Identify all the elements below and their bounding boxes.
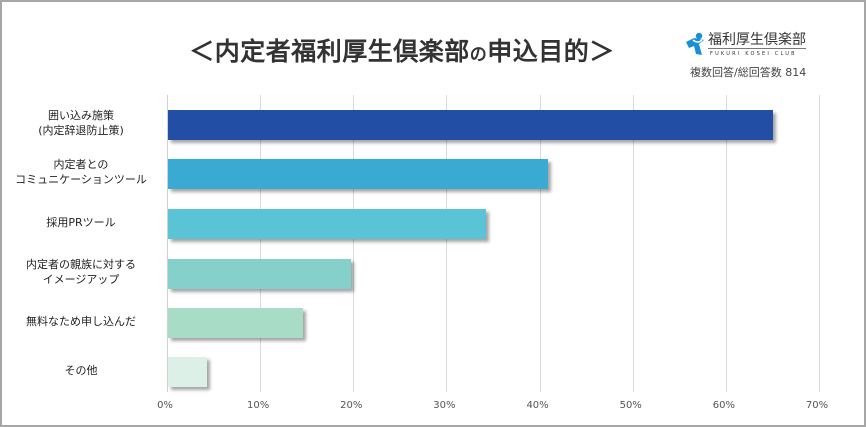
- bar: [168, 209, 486, 239]
- x-tick-label: 70%: [805, 400, 829, 411]
- category-label: 内定者の親族に対する イメージアップ: [26, 258, 136, 286]
- gridline: [539, 95, 541, 392]
- gridline: [632, 95, 634, 392]
- bar: [168, 110, 774, 140]
- y-axis-line: [167, 95, 168, 392]
- gridline: [725, 95, 727, 392]
- x-tick-label: 20%: [340, 400, 363, 411]
- title-open-bracket: ＜: [189, 37, 215, 66]
- category-label: 囲い込み施策 (内定辞退防止策): [38, 109, 124, 137]
- logo-subtitle: FUKURI KOSEI CLUB: [710, 51, 797, 57]
- x-tick-label: 10%: [247, 400, 270, 411]
- bar: [168, 159, 549, 189]
- x-tick-label: 0%: [157, 400, 173, 411]
- bar: [168, 357, 208, 387]
- brand-logo: 福利厚生倶楽部 FUKURI KOSEI CLUB: [682, 30, 822, 60]
- gridline: [353, 95, 355, 392]
- person-icon: [686, 32, 704, 55]
- category-label: 採用PRツール: [46, 215, 116, 229]
- gridline: [819, 95, 820, 392]
- title-particle: の: [469, 45, 488, 65]
- category-label: 無料なため申し込んだ: [26, 314, 136, 328]
- x-tick-label: 30%: [433, 400, 456, 411]
- bar: [168, 308, 304, 338]
- x-tick-label: 40%: [526, 400, 549, 411]
- category-label: 内定者との コミュニケーションツール: [15, 158, 147, 186]
- title-close-bracket: ＞: [589, 37, 615, 66]
- gridline: [260, 95, 262, 392]
- x-tick-label: 60%: [712, 400, 735, 411]
- response-count: 複数回答/総回答数 814: [690, 66, 807, 79]
- plot-area: [167, 95, 820, 392]
- x-tick-label: 50%: [619, 400, 642, 411]
- title-rest: 申込目的: [487, 37, 590, 66]
- bar: [168, 259, 351, 289]
- category-label: その他: [64, 363, 98, 377]
- logo-name: 福利厚生倶楽部: [708, 32, 806, 49]
- gridline: [446, 95, 448, 392]
- title-main: 内定者福利厚生倶楽部: [214, 37, 470, 66]
- chart-title: ＜内定者福利厚生倶楽部の申込目的＞: [172, 32, 632, 68]
